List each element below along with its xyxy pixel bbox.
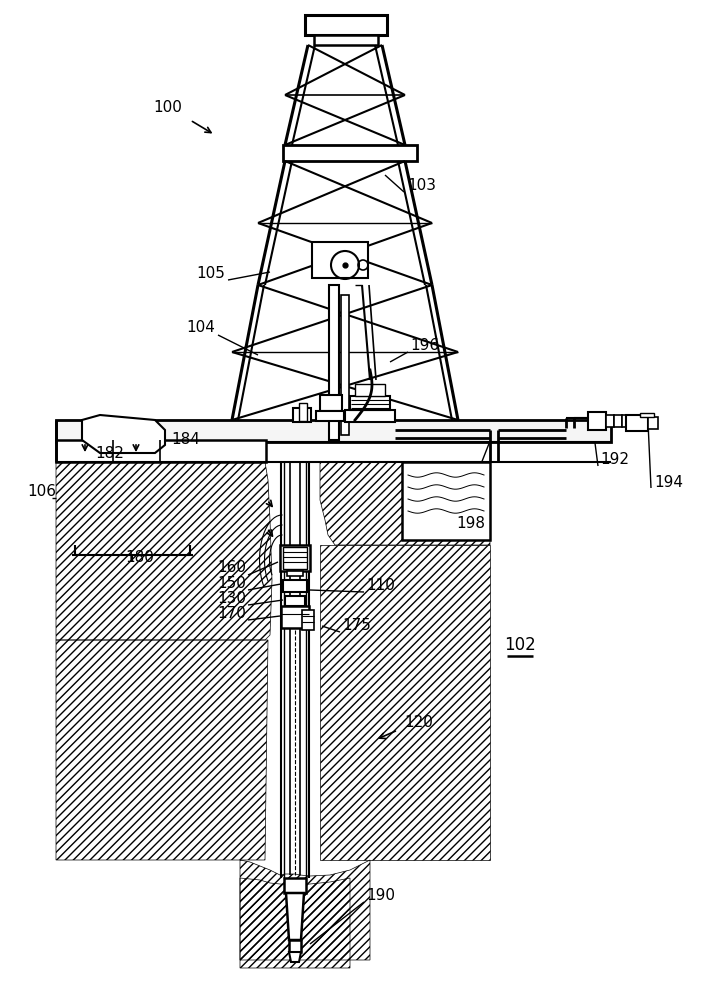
Text: 170: 170 — [217, 606, 246, 621]
Bar — [302, 610, 314, 630]
Bar — [283, 145, 417, 161]
Text: 180: 180 — [126, 550, 154, 565]
Text: 196: 196 — [410, 338, 439, 353]
Bar — [299, 403, 307, 421]
Bar — [285, 596, 305, 606]
Text: 175: 175 — [342, 618, 371, 633]
Bar — [305, 15, 387, 35]
Text: 104: 104 — [186, 320, 215, 335]
Text: 198: 198 — [456, 516, 485, 531]
Bar — [329, 285, 339, 440]
Polygon shape — [289, 952, 301, 962]
Bar — [622, 415, 630, 427]
Text: 106: 106 — [28, 484, 57, 499]
Bar — [341, 295, 349, 435]
Bar — [614, 415, 622, 427]
Bar — [287, 571, 303, 576]
Bar — [588, 412, 606, 430]
Polygon shape — [286, 893, 304, 940]
Text: 182: 182 — [95, 446, 124, 461]
Text: 130: 130 — [217, 591, 246, 606]
Text: 184: 184 — [172, 432, 201, 447]
Bar — [402, 462, 490, 540]
Bar — [406, 467, 486, 535]
Text: 120: 120 — [404, 715, 433, 730]
Text: 103: 103 — [407, 178, 436, 193]
Bar — [320, 395, 342, 411]
Bar — [640, 413, 654, 417]
Text: 194: 194 — [654, 475, 683, 490]
Bar — [350, 396, 390, 410]
Bar — [606, 415, 614, 427]
Bar — [355, 384, 385, 396]
Bar — [283, 580, 307, 592]
Bar — [56, 440, 266, 462]
Text: 190: 190 — [366, 888, 395, 903]
Bar — [312, 242, 368, 278]
Bar — [283, 547, 307, 569]
Text: 110: 110 — [366, 578, 395, 593]
Text: 102: 102 — [504, 636, 536, 654]
Text: 192: 192 — [600, 452, 629, 467]
Bar — [345, 410, 395, 422]
Text: 150: 150 — [217, 576, 246, 591]
Bar — [316, 411, 344, 421]
Bar — [648, 417, 658, 429]
Bar — [626, 415, 648, 431]
Bar — [56, 420, 611, 442]
Bar — [293, 408, 311, 422]
Text: 105: 105 — [196, 266, 225, 281]
Bar — [284, 878, 306, 893]
Bar — [289, 940, 301, 952]
Polygon shape — [82, 415, 165, 453]
Text: 160: 160 — [217, 560, 246, 575]
Text: 100: 100 — [153, 100, 182, 115]
Bar — [281, 606, 309, 628]
Bar — [314, 35, 378, 45]
Bar — [280, 545, 310, 571]
